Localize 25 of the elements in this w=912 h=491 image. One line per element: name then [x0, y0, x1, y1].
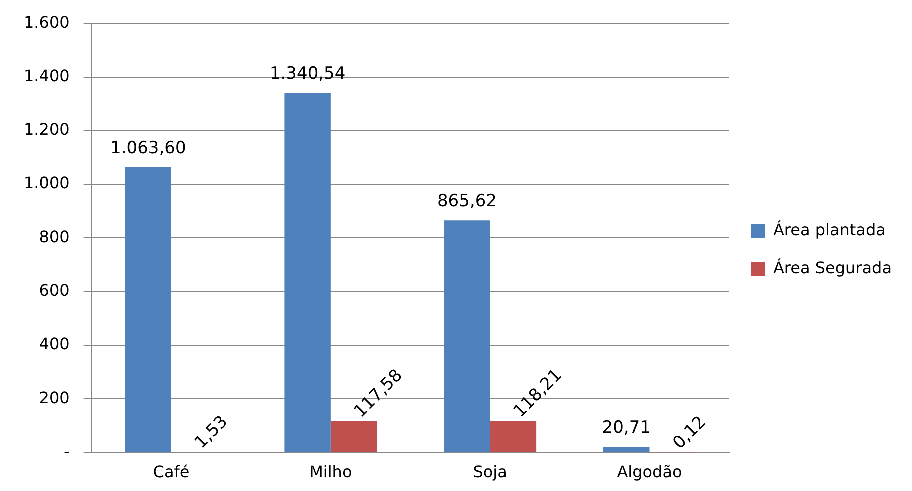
data-label: 20,71: [602, 418, 651, 438]
data-label: 1.063,60: [110, 138, 186, 158]
x-tick-label: Soja: [473, 462, 508, 482]
data-label: 1.340,54: [270, 64, 346, 84]
legend-label: Área Segurada: [773, 258, 892, 278]
bar: [330, 421, 378, 452]
y-tick-label: 800: [39, 227, 70, 246]
data-label: 865,62: [437, 192, 497, 212]
bar: [444, 220, 490, 452]
x-tick-label: Milho: [310, 462, 352, 482]
bar: [284, 93, 331, 452]
y-tick-label: 600: [39, 281, 70, 300]
y-tick-label: 200: [39, 388, 70, 408]
bar: [604, 447, 650, 452]
y-tick-label: 1.600: [24, 12, 70, 32]
bar: [490, 421, 537, 452]
y-tick-label: 400: [39, 334, 70, 354]
bar: [125, 167, 172, 452]
x-tick-label: Café: [153, 462, 190, 482]
legend-label: Área plantada: [773, 220, 886, 240]
y-tick-label: 1.200: [24, 120, 70, 140]
y-tick-label: 1.400: [24, 66, 70, 86]
x-tick-label: Algodão: [617, 462, 682, 482]
y-tick-label: -: [64, 442, 70, 461]
y-tick-label: 1.000: [24, 174, 70, 193]
